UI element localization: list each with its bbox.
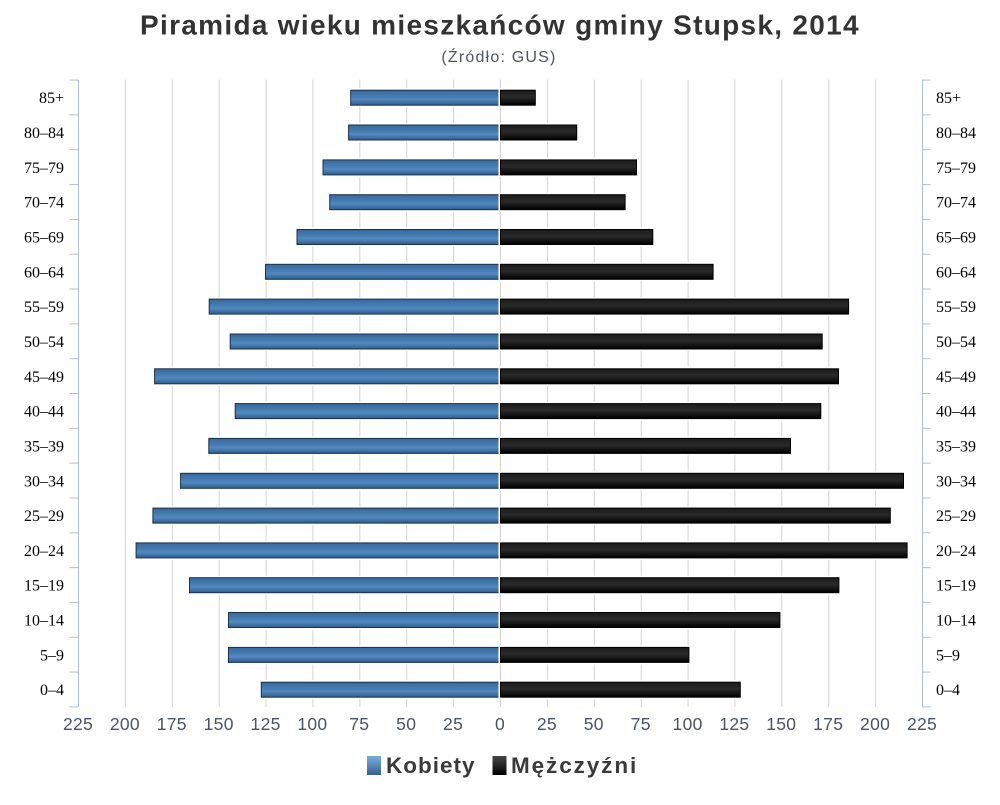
- svg-text:125: 125: [719, 714, 749, 734]
- svg-text:65–69: 65–69: [936, 230, 976, 247]
- svg-text:Mężczyźni: Mężczyźni: [511, 753, 638, 778]
- svg-text:125: 125: [251, 714, 281, 734]
- svg-text:60–64: 60–64: [24, 264, 64, 281]
- svg-text:Kobiety: Kobiety: [386, 753, 476, 778]
- svg-text:25–29: 25–29: [936, 508, 976, 525]
- svg-text:40–44: 40–44: [936, 404, 976, 421]
- svg-text:45–49: 45–49: [936, 369, 976, 386]
- svg-text:175: 175: [813, 714, 843, 734]
- svg-text:100: 100: [297, 714, 327, 734]
- svg-text:0–4: 0–4: [40, 682, 64, 699]
- svg-text:200: 200: [860, 714, 890, 734]
- svg-text:50: 50: [584, 714, 604, 734]
- svg-text:0–4: 0–4: [936, 682, 960, 699]
- svg-text:65–69: 65–69: [24, 230, 64, 247]
- svg-text:35–39: 35–39: [936, 438, 976, 455]
- svg-text:5–9: 5–9: [936, 647, 960, 664]
- svg-text:10–14: 10–14: [24, 613, 64, 630]
- svg-text:75: 75: [631, 714, 651, 734]
- svg-text:25: 25: [537, 714, 557, 734]
- svg-text:75–79: 75–79: [936, 160, 976, 177]
- svg-text:150: 150: [766, 714, 796, 734]
- svg-text:20–24: 20–24: [936, 543, 976, 560]
- svg-text:55–59: 55–59: [936, 299, 976, 316]
- svg-text:(Źródło: GUS): (Źródło: GUS): [441, 47, 556, 66]
- svg-text:75: 75: [349, 714, 369, 734]
- svg-text:200: 200: [110, 714, 140, 734]
- svg-text:15–19: 15–19: [24, 578, 64, 595]
- svg-text:70–74: 70–74: [936, 195, 976, 212]
- svg-text:150: 150: [204, 714, 234, 734]
- svg-text:35–39: 35–39: [24, 438, 64, 455]
- svg-text:225: 225: [63, 714, 93, 734]
- svg-text:70–74: 70–74: [24, 195, 64, 212]
- svg-text:20–24: 20–24: [24, 543, 64, 560]
- svg-text:45–49: 45–49: [24, 369, 64, 386]
- svg-text:40–44: 40–44: [24, 404, 64, 421]
- svg-text:30–34: 30–34: [24, 473, 64, 490]
- svg-text:55–59: 55–59: [24, 299, 64, 316]
- svg-text:30–34: 30–34: [936, 473, 976, 490]
- svg-text:60–64: 60–64: [936, 264, 976, 281]
- svg-text:80–84: 80–84: [24, 125, 64, 142]
- svg-text:85+: 85+: [39, 90, 64, 107]
- svg-text:50–54: 50–54: [24, 334, 64, 351]
- svg-text:75–79: 75–79: [24, 160, 64, 177]
- svg-text:80–84: 80–84: [936, 125, 976, 142]
- svg-text:25–29: 25–29: [24, 508, 64, 525]
- svg-text:50: 50: [396, 714, 416, 734]
- svg-text:Piramida wieku mieszkańców gmi: Piramida wieku mieszkańców gminy Stupsk,…: [140, 10, 860, 41]
- svg-text:100: 100: [673, 714, 703, 734]
- svg-text:15–19: 15–19: [936, 578, 976, 595]
- svg-text:0: 0: [495, 714, 505, 734]
- svg-text:5–9: 5–9: [40, 647, 64, 664]
- svg-text:25: 25: [443, 714, 463, 734]
- svg-text:50–54: 50–54: [936, 334, 976, 351]
- svg-text:225: 225: [907, 714, 937, 734]
- svg-text:85+: 85+: [936, 90, 961, 107]
- svg-text:175: 175: [157, 714, 187, 734]
- svg-text:10–14: 10–14: [936, 613, 976, 630]
